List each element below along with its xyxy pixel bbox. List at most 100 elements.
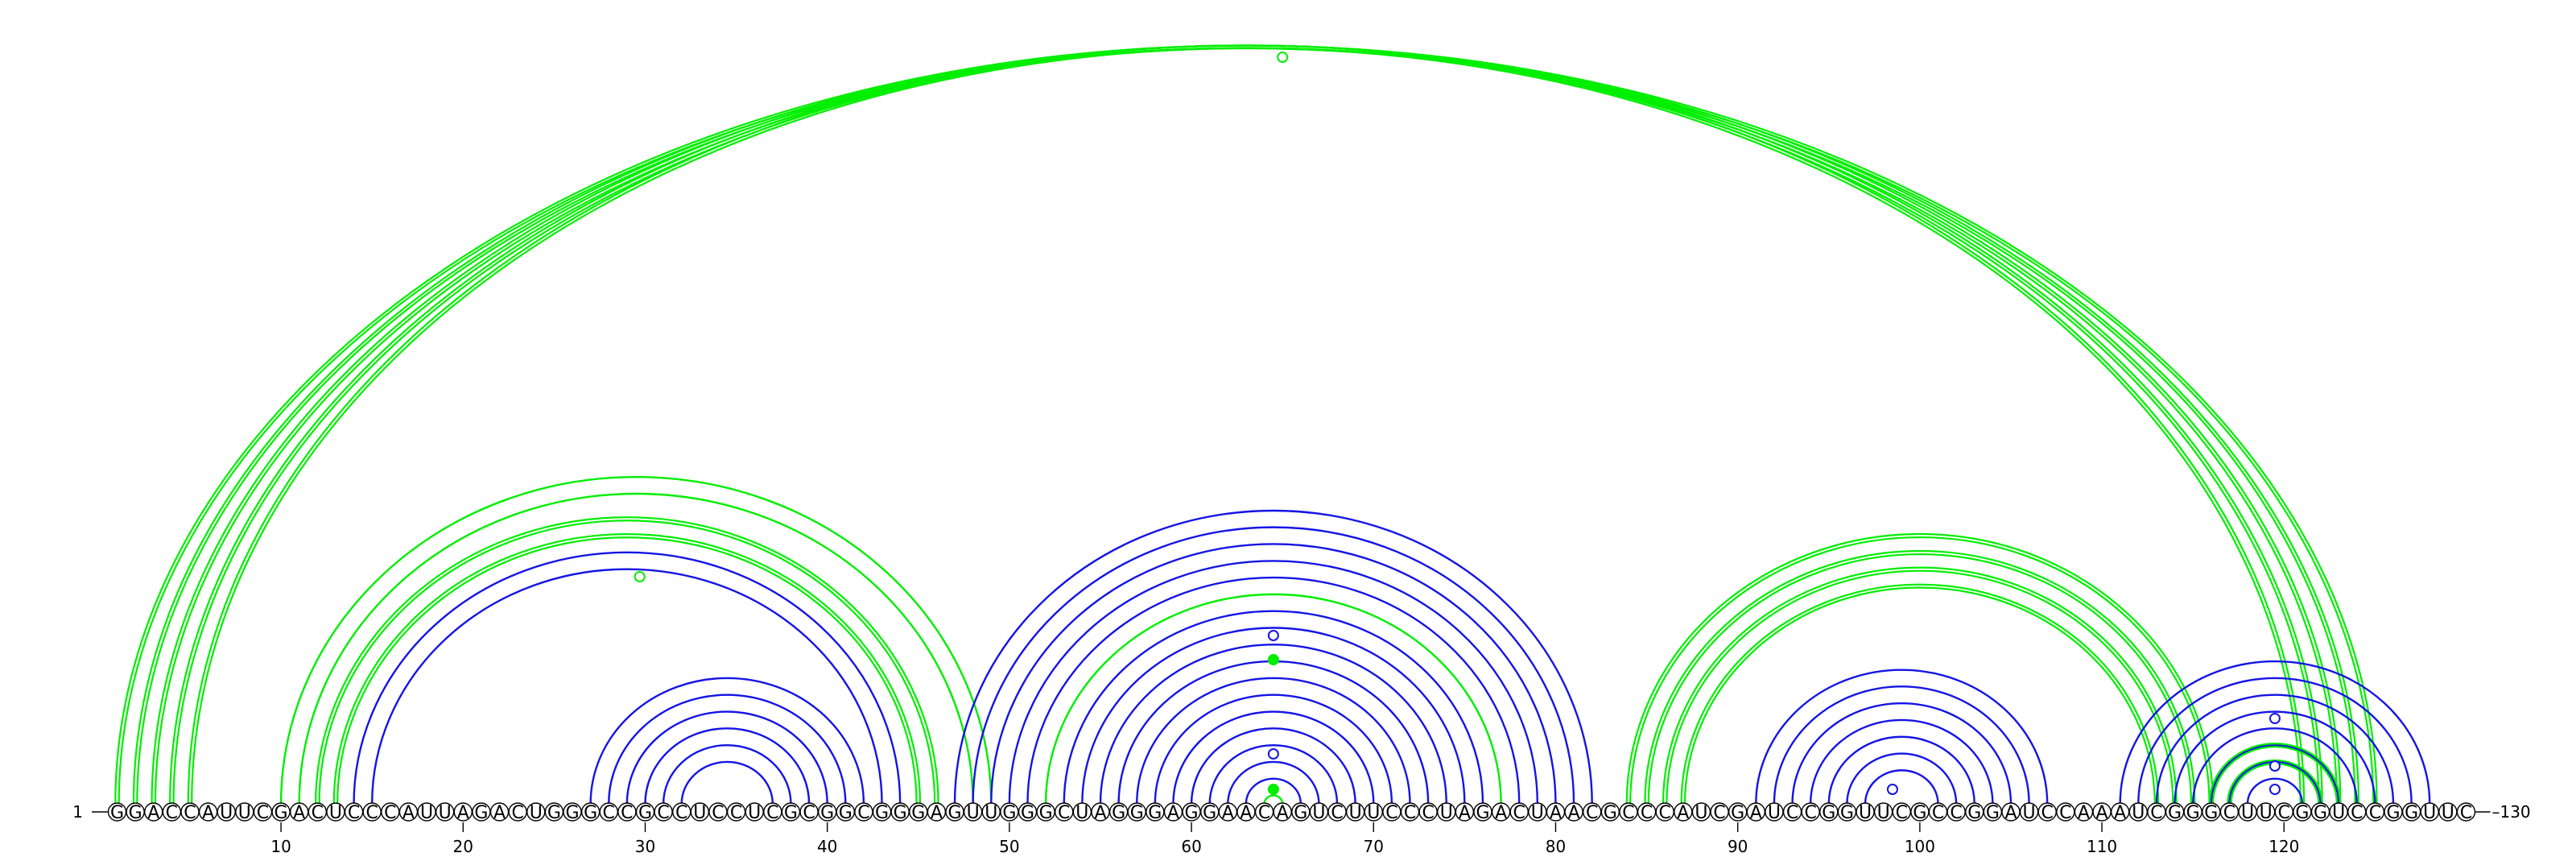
nucleotide-letter: G — [1822, 803, 1835, 823]
nucleotide-letter: C — [1513, 803, 1525, 823]
nucleotide-letter: G — [110, 803, 124, 823]
base-pair-arc — [2137, 677, 2413, 805]
base-pair-arc — [191, 47, 2301, 805]
nucleotide-letter: A — [2096, 803, 2108, 823]
base-pair-arc — [990, 543, 1557, 805]
nucleotide-letter: C — [1385, 803, 1397, 823]
nucleotide: A — [1491, 802, 1511, 823]
base-pair-arc — [298, 492, 974, 805]
base-pair-arc — [1647, 553, 2193, 805]
base-pair-arc — [1662, 566, 2178, 805]
nucleotide: C — [763, 802, 782, 823]
nucleotide: C — [2219, 802, 2240, 823]
nucleotide: C — [2274, 802, 2293, 823]
nucleotide: C — [708, 802, 728, 823]
nucleotide: U — [1691, 802, 1711, 823]
nucleotide: A — [2001, 802, 2021, 823]
nucleotide-letter: G — [894, 803, 907, 823]
position-axis: 10 20 30 40 50 60 70 80 90 100 110 120 — [270, 822, 2299, 856]
nucleotide: C — [2456, 802, 2476, 823]
nucleotide-letter: C — [1622, 803, 1634, 823]
nucleotide: C — [799, 802, 819, 823]
nucleotide-letter: G — [947, 803, 961, 823]
nucleotide: A — [2110, 802, 2130, 823]
base-pair-arc — [1008, 560, 1539, 805]
nucleotide-letter: G — [1840, 803, 1854, 823]
nucleotide-letter: A — [1459, 803, 1471, 823]
nucleotide-letter: G — [1021, 803, 1034, 823]
nucleotide-letter: C — [603, 803, 615, 823]
arc-apex-marker — [2268, 760, 2281, 772]
nucleotide-letter: U — [1531, 803, 1544, 823]
nucleotide-letter: C — [675, 803, 687, 823]
base-pair-arc — [953, 509, 1593, 805]
base-pair-arc — [1245, 777, 1302, 805]
nucleotide-letter: U — [2442, 803, 2454, 823]
nucleotide: C — [672, 802, 691, 823]
nucleotide-letter: C — [712, 803, 724, 823]
nucleotide: C — [381, 802, 400, 823]
nucleotide: C — [308, 802, 328, 823]
nucleotide: G — [781, 802, 801, 823]
arc-apex-marker — [1267, 654, 1279, 665]
nucleotide: G — [635, 802, 655, 823]
nucleotide-circle — [2456, 802, 2476, 822]
nucleotide-letter: U — [2332, 803, 2345, 823]
axis-tick-label: 10 — [270, 837, 291, 856]
nucleotide: C — [1655, 802, 1674, 823]
base-pair-arc — [2210, 743, 2340, 805]
base-pair-arc — [589, 677, 865, 805]
nucleotide-letter: G — [474, 803, 488, 823]
nucleotide: C — [599, 802, 618, 823]
base-pair-arc — [1644, 549, 2196, 805]
nucleotide: G — [1146, 802, 1165, 823]
nucleotide-letter: C — [184, 803, 196, 823]
base-pair-arc — [1081, 627, 1466, 805]
nucleotide-letter: U — [1075, 803, 1088, 823]
nucleotide: G — [126, 802, 145, 823]
base-pair-arc — [2155, 693, 2395, 805]
nucleotide: U — [690, 802, 710, 823]
nucleotide-letter: G — [1002, 803, 1016, 823]
nucleotide-letter: C — [511, 803, 523, 823]
arc-apex-marker — [1267, 784, 1279, 795]
nucleotide: U — [235, 802, 254, 823]
nucleotide: G — [2310, 802, 2330, 823]
nucleotide-letter: A — [457, 803, 469, 823]
nucleotide: A — [1236, 802, 1256, 823]
nucleotide: C — [854, 802, 873, 823]
nucleotide: C — [1327, 802, 1347, 823]
nucleotide: U — [1856, 802, 1875, 823]
nucleotide: G — [107, 802, 127, 823]
nucleotide-letter: U — [530, 803, 543, 823]
nucleotide-letter: U — [2423, 803, 2436, 823]
nucleotide: G — [1199, 802, 1220, 823]
nucleotide-letter: G — [1731, 803, 1744, 823]
nucleotide: A — [489, 802, 510, 823]
nucleotide-letter: G — [1476, 803, 1489, 823]
nucleotide: G — [1108, 802, 1129, 823]
nucleotide-letter: C — [2059, 803, 2071, 823]
nucleotide: G — [872, 802, 892, 823]
nucleotide: G — [1910, 802, 1930, 823]
nucleotide-letter: A — [1222, 803, 1234, 823]
nucleotide-letter: G — [1112, 803, 1125, 823]
nucleotide: C — [726, 802, 746, 823]
nucleotide: C — [2365, 802, 2385, 823]
nucleotide-letter: G — [1130, 803, 1144, 823]
nucleotide: G — [580, 802, 601, 823]
base-pair-arc — [1680, 583, 2160, 805]
nucleotide: U — [981, 802, 1001, 823]
nucleotide-letter: A — [1750, 803, 1762, 823]
nucleotide: G — [1018, 802, 1038, 823]
base-pair-arc — [1755, 669, 2049, 805]
nucleotide-letter: C — [2369, 803, 2381, 823]
nucleotide-letter: A — [147, 803, 159, 823]
base-pair-arc — [1625, 532, 2215, 805]
nucleotide-letter: G — [839, 803, 852, 823]
axis-tick-label: 40 — [817, 837, 837, 856]
nucleotide: G — [2401, 802, 2421, 823]
nucleotide: A — [1674, 802, 1693, 823]
nucleotide-letter: A — [1677, 803, 1689, 823]
arc-apex-marker — [2268, 713, 2281, 724]
